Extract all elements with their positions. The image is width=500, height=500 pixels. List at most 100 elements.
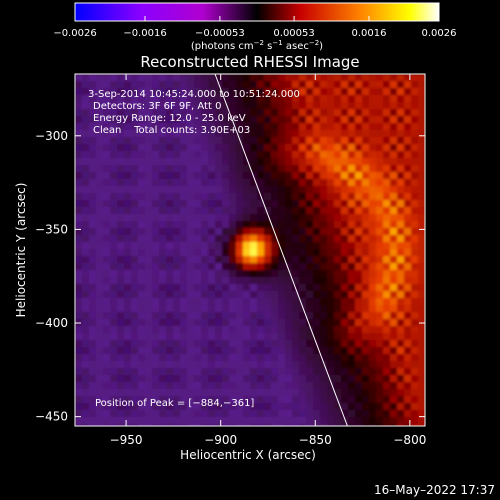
image-pixel	[264, 319, 272, 327]
image-pixel	[236, 116, 244, 124]
image-pixel	[110, 228, 118, 236]
image-pixel	[215, 326, 223, 334]
image-pixel	[131, 116, 139, 124]
image-pixel	[397, 333, 405, 341]
image-pixel	[306, 361, 314, 369]
image-pixel	[138, 228, 146, 236]
image-pixel	[285, 410, 293, 418]
image-pixel	[75, 95, 83, 103]
image-pixel	[180, 389, 188, 397]
image-pixel	[117, 144, 125, 152]
image-pixel	[348, 263, 356, 271]
image-pixel	[341, 88, 349, 96]
image-pixel	[117, 88, 125, 96]
image-pixel	[411, 263, 419, 271]
image-pixel	[159, 256, 167, 264]
image-pixel	[138, 186, 146, 194]
image-pixel	[117, 410, 125, 418]
image-pixel	[390, 375, 398, 383]
image-pixel	[124, 235, 132, 243]
image-pixel	[131, 319, 139, 327]
image-pixel	[341, 263, 349, 271]
image-pixel	[229, 368, 237, 376]
image-pixel	[327, 158, 335, 166]
image-pixel	[411, 368, 419, 376]
image-pixel	[194, 305, 202, 313]
image-pixel	[166, 74, 174, 82]
image-pixel	[320, 368, 328, 376]
image-pixel	[89, 137, 97, 145]
image-pixel	[194, 74, 202, 82]
image-pixel	[383, 193, 391, 201]
image-pixel	[180, 326, 188, 334]
image-pixel	[96, 312, 104, 320]
image-pixel	[383, 326, 391, 334]
image-pixel	[229, 242, 237, 250]
image-pixel	[124, 291, 132, 299]
image-pixel	[145, 158, 153, 166]
image-pixel	[320, 172, 328, 180]
image-pixel	[257, 186, 265, 194]
image-pixel	[187, 361, 195, 369]
image-pixel	[208, 410, 216, 418]
image-pixel	[180, 375, 188, 383]
image-pixel	[404, 249, 412, 257]
image-pixel	[110, 88, 118, 96]
image-pixel	[320, 277, 328, 285]
image-pixel	[383, 81, 391, 89]
image-pixel	[369, 263, 377, 271]
image-pixel	[138, 284, 146, 292]
image-pixel	[89, 221, 97, 229]
image-pixel	[257, 424, 265, 426]
image-pixel	[117, 207, 125, 215]
image-pixel	[110, 389, 118, 397]
image-pixel	[320, 389, 328, 397]
image-pixel	[320, 263, 328, 271]
image-pixel	[159, 109, 167, 117]
image-pixel	[390, 263, 398, 271]
image-pixel	[257, 256, 265, 264]
image-pixel	[376, 130, 384, 138]
image-pixel	[96, 179, 104, 187]
image-pixel	[117, 361, 125, 369]
image-pixel	[131, 102, 139, 110]
image-pixel	[278, 144, 286, 152]
image-pixel	[243, 277, 251, 285]
image-pixel	[320, 186, 328, 194]
image-pixel	[306, 291, 314, 299]
image-pixel	[187, 368, 195, 376]
image-pixel	[173, 417, 181, 425]
image-pixel	[201, 396, 209, 404]
image-pixel	[152, 242, 160, 250]
image-pixel	[124, 410, 132, 418]
image-pixel	[117, 249, 125, 257]
image-pixel	[299, 193, 307, 201]
image-pixel	[292, 109, 300, 117]
image-pixel	[173, 284, 181, 292]
image-pixel	[166, 417, 174, 425]
image-pixel	[271, 312, 279, 320]
x-axis-label: Heliocentric X (arcsec)	[180, 448, 316, 462]
image-pixel	[411, 172, 419, 180]
image-pixel	[222, 221, 230, 229]
image-pixel	[187, 410, 195, 418]
image-pixel	[75, 249, 83, 257]
image-pixel	[89, 270, 97, 278]
image-pixel	[236, 242, 244, 250]
image-pixel	[103, 291, 111, 299]
image-pixel	[96, 151, 104, 159]
image-pixel	[152, 319, 160, 327]
image-pixel	[299, 410, 307, 418]
image-pixel	[369, 81, 377, 89]
image-pixel	[201, 389, 209, 397]
image-pixel	[117, 235, 125, 243]
image-pixel	[103, 368, 111, 376]
image-pixel	[404, 368, 412, 376]
image-pixel	[285, 361, 293, 369]
image-pixel	[376, 354, 384, 362]
image-pixel	[124, 354, 132, 362]
image-pixel	[327, 151, 335, 159]
image-pixel	[306, 277, 314, 285]
image-pixel	[327, 144, 335, 152]
image-pixel	[152, 165, 160, 173]
